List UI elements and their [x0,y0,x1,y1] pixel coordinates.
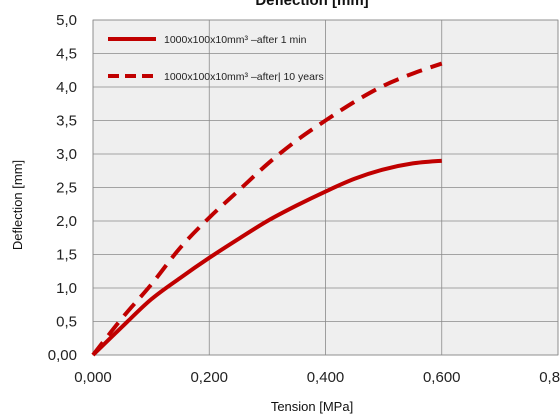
y-tick-label: 5,0 [56,12,77,29]
x-tick-label: 0,000 [74,369,112,386]
y-tick-label: 2,0 [56,213,77,230]
plot-border [92,19,559,356]
legend-label-2: 1000x100x10mm³ –after| 10 years [164,71,324,83]
y-tick-label: 2,5 [56,180,77,197]
chart-title: Deflection [mm] [255,0,368,9]
y-tick-label: 4,0 [56,79,77,96]
y-tick-label: 3,5 [56,113,77,130]
series-line-1 [91,158,442,357]
legend: 1000x100x10mm³ –after 1 min 1000x100x10mm… [108,34,324,83]
y-tick-label: 1,5 [56,247,77,264]
series-line-2 [91,61,443,357]
series-group [91,61,443,357]
legend-label-1: 1000x100x10mm³ –after 1 min [164,34,307,46]
x-tick-label: 0,800 [539,369,560,386]
x-tick-label: 0,600 [423,369,461,386]
x-axis-ticks: 0,000 0,200 0,400 0,600 0,800 [74,369,560,386]
y-axis-label: Deflection [mm] [10,160,25,250]
y-axis-ticks: 0,00 0,5 1,0 1,5 2,0 2,5 3,0 3,5 4,0 4,5 5,0 [48,12,77,364]
grid [92,19,559,356]
x-axis-label: Tension [MPa] [271,399,353,414]
x-tick-label: 0,400 [307,369,345,386]
y-tick-label: 0,00 [48,347,77,364]
y-tick-label: 4,5 [56,46,77,63]
x-tick-label: 0,200 [190,369,228,386]
y-tick-label: 1,0 [56,280,77,297]
y-tick-label: 3,0 [56,146,77,163]
y-tick-label: 0,5 [56,314,77,331]
